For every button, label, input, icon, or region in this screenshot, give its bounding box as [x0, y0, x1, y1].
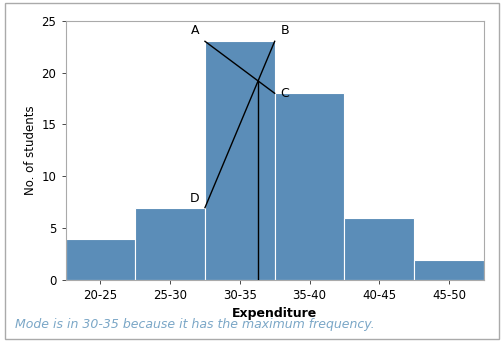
Text: Mode is in 30-35 because it has the maximum frequency.: Mode is in 30-35 because it has the maxi… — [15, 318, 375, 331]
Text: D: D — [190, 192, 200, 205]
Text: C: C — [280, 87, 289, 100]
Bar — [205, 41, 275, 280]
Y-axis label: No. of students: No. of students — [25, 106, 37, 195]
Text: A: A — [191, 24, 200, 37]
Bar — [414, 260, 484, 280]
X-axis label: Expenditure: Expenditure — [232, 307, 318, 320]
Bar — [135, 208, 205, 280]
Bar — [344, 218, 414, 280]
Bar — [66, 239, 135, 280]
Text: B: B — [280, 24, 289, 37]
Bar — [275, 93, 344, 280]
